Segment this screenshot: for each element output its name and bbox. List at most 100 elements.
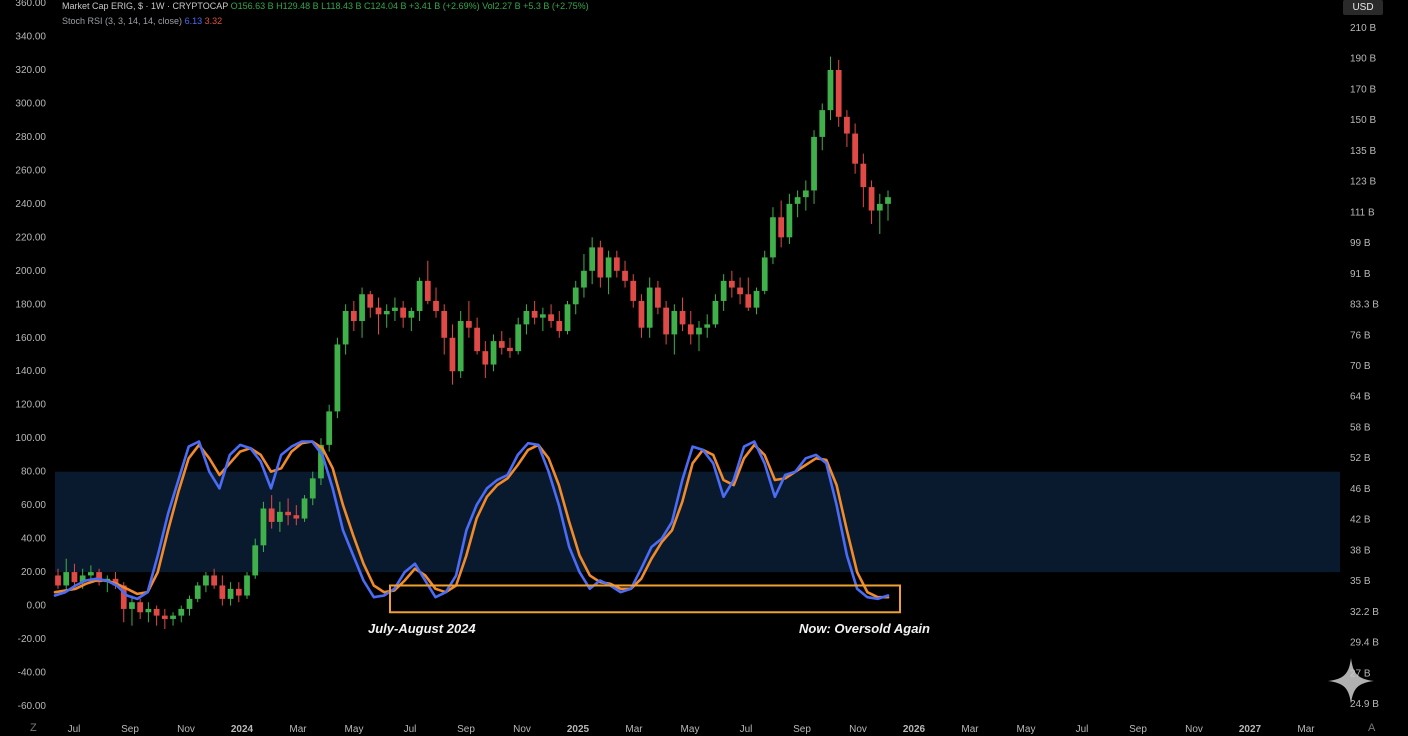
- right-tick-label: 42 B: [1350, 515, 1371, 526]
- candle-up: [79, 575, 86, 583]
- right-tick-label: 99 B: [1350, 238, 1371, 249]
- candle-down: [498, 341, 505, 348]
- candle-up: [589, 247, 596, 271]
- left-tick-label: 280.00: [15, 132, 46, 143]
- time-tick-label: Mar: [961, 724, 979, 735]
- right-tick-label: 38 B: [1350, 545, 1371, 556]
- candle-up: [696, 327, 702, 335]
- candle-up: [145, 608, 152, 613]
- candle-up: [342, 310, 349, 345]
- candle-down: [728, 280, 735, 288]
- right-tick-label: 190 B: [1350, 54, 1376, 65]
- right-tick-label: 210 B: [1350, 23, 1376, 34]
- right-tick-label: 123 B: [1350, 177, 1376, 188]
- left-tick-label: -60.00: [18, 701, 47, 712]
- stoch-d-line: [53, 440, 890, 599]
- right-tick-label: 70 B: [1350, 361, 1371, 372]
- right-tick-label: 111 B: [1350, 207, 1375, 218]
- candle-up: [671, 310, 678, 335]
- time-tick-label: Nov: [1185, 724, 1203, 735]
- candle-down: [844, 116, 850, 134]
- left-tick-label: 100.00: [15, 433, 46, 444]
- symbol-header: Market Cap ERIG, $ · 1W · CRYPTOCAP O156…: [62, 1, 589, 11]
- candle-up: [408, 310, 415, 318]
- candle-up: [203, 575, 209, 586]
- time-tick-label: Nov: [849, 724, 867, 735]
- left-tick-label: 240.00: [15, 199, 46, 210]
- candle-down: [835, 69, 842, 117]
- candle-down: [622, 270, 628, 281]
- candle-down: [449, 337, 456, 372]
- candle-down: [424, 280, 431, 301]
- candle-up: [802, 190, 809, 198]
- candle-up: [704, 324, 711, 328]
- candle-down: [120, 585, 127, 609]
- time-tick-label: Sep: [457, 724, 475, 735]
- candle-down: [597, 247, 604, 278]
- candle-up: [581, 270, 587, 288]
- left-tick-label: 20.00: [21, 567, 46, 578]
- candlestick-series: [55, 56, 891, 630]
- left-tick-label: 180.00: [15, 299, 46, 310]
- candle-down: [679, 310, 686, 325]
- right-tick-label: 27 B: [1350, 668, 1371, 679]
- right-tick-label: 46 B: [1350, 484, 1371, 495]
- right-tick-label: 32.2 B: [1350, 607, 1379, 618]
- candle-up: [564, 304, 571, 332]
- candle-down: [507, 347, 513, 352]
- left-tick-label: 40.00: [21, 534, 46, 545]
- left-tick-label: -20.00: [18, 634, 47, 645]
- candle-down: [293, 515, 300, 519]
- time-tick-label: 2025: [567, 724, 590, 735]
- candle-up: [605, 257, 612, 278]
- candle-up: [770, 217, 776, 258]
- candle-up: [129, 602, 135, 609]
- time-tick-label: Sep: [121, 724, 139, 735]
- candle-up: [194, 585, 201, 599]
- time-tick-label: Nov: [513, 724, 531, 735]
- auto-scale-icon[interactable]: A: [1368, 722, 1376, 734]
- left-tick-label: 140.00: [15, 366, 46, 377]
- time-tick-label: Jul: [68, 724, 81, 735]
- time-tick-label: May: [1017, 724, 1036, 735]
- currency-badge[interactable]: USD: [1343, 0, 1383, 15]
- candle-down: [745, 294, 752, 308]
- candle-up: [712, 300, 719, 325]
- annotation-july-august: July-August 2024: [368, 621, 476, 636]
- right-tick-label: 170 B: [1350, 84, 1376, 95]
- candle-down: [71, 572, 78, 583]
- sparkle-icon: [1328, 658, 1374, 704]
- candle-down: [613, 257, 620, 271]
- left-tick-label: 220.00: [15, 232, 46, 243]
- right-tick-label: 135 B: [1350, 146, 1376, 157]
- candle-up: [227, 588, 234, 599]
- candle-up: [170, 615, 176, 619]
- right-tick-label: 83.3 B: [1350, 300, 1379, 311]
- candle-up: [252, 545, 259, 576]
- candle-up: [178, 608, 185, 616]
- candle-down: [153, 608, 160, 616]
- right-tick-label: 91 B: [1350, 269, 1371, 280]
- candle-down: [531, 310, 538, 318]
- candle-up: [334, 344, 341, 412]
- stoch-band-20-80: [55, 471, 1340, 573]
- left-tick-label: 80.00: [21, 467, 46, 478]
- time-tick-label: Nov: [177, 724, 195, 735]
- candle-down: [638, 300, 645, 328]
- time-tick-label: Sep: [793, 724, 811, 735]
- candle-down: [375, 307, 382, 315]
- right-tick-label: 76 B: [1350, 330, 1371, 341]
- right-tick-label: 58 B: [1350, 422, 1371, 433]
- candle-down: [548, 314, 554, 322]
- timezone-icon[interactable]: Z: [30, 722, 37, 734]
- candle-down: [268, 508, 275, 522]
- candle-up: [309, 478, 316, 499]
- candle-up: [326, 411, 333, 445]
- time-tick-label: 2026: [903, 724, 926, 735]
- candle-up: [318, 444, 324, 479]
- candle-up: [753, 290, 760, 308]
- candle-down: [161, 615, 168, 619]
- candle-down: [367, 294, 374, 308]
- indicator-header: Stoch RSI (3, 3, 14, 14, close) 6.13 3.3…: [62, 16, 222, 26]
